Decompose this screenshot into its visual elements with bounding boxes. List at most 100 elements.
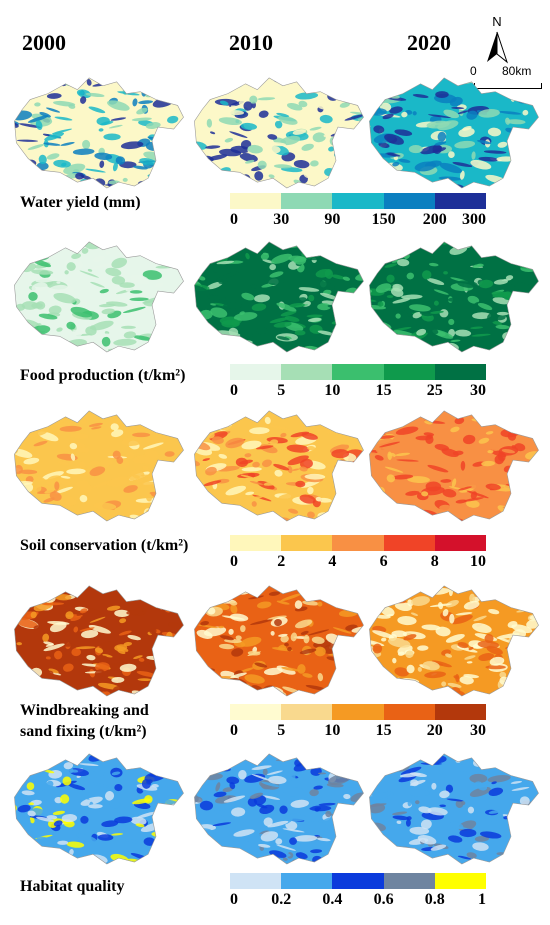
map-patch — [506, 852, 515, 859]
map-patch — [469, 773, 488, 784]
map-patch — [218, 453, 228, 459]
legend-swatch — [434, 535, 487, 551]
map-patch — [342, 510, 351, 517]
map-boundary — [194, 241, 364, 353]
map-patch — [374, 438, 393, 447]
map-patch — [369, 77, 376, 84]
map-patch — [65, 611, 74, 620]
map-patch — [188, 167, 194, 173]
map-patch — [188, 493, 191, 507]
map-patch — [18, 694, 36, 697]
map-patch — [160, 179, 166, 187]
map-patch — [106, 605, 121, 611]
map-patch — [460, 460, 466, 471]
legend-swatch — [434, 704, 487, 720]
map-patch — [316, 753, 330, 762]
map-patch — [369, 325, 375, 332]
map-boundary — [194, 753, 364, 865]
map-patch — [8, 521, 9, 523]
map-patch — [496, 633, 520, 639]
map-patch — [322, 695, 336, 698]
map-patch — [282, 828, 305, 833]
map-patch — [280, 635, 289, 643]
map-patch — [41, 586, 48, 592]
map-patch — [231, 648, 244, 657]
map-patch — [363, 319, 367, 327]
map-patch — [194, 588, 200, 592]
map-patch — [291, 585, 298, 589]
map-patch — [495, 753, 513, 761]
map-patch — [425, 347, 444, 353]
map-patch — [71, 648, 81, 657]
map-row3-2020 — [363, 405, 539, 523]
map-patch — [244, 159, 255, 164]
map-patch — [315, 99, 334, 110]
map-patch — [313, 785, 323, 790]
map-patch — [405, 650, 414, 659]
map-patch — [76, 612, 83, 616]
legend-swatch — [281, 873, 333, 889]
map-patch — [243, 101, 253, 111]
map-boundary — [369, 753, 539, 865]
map-patch — [342, 143, 364, 154]
map-patch — [51, 175, 66, 182]
map-patch — [26, 86, 43, 92]
map-patch — [439, 804, 447, 808]
map-patch — [263, 817, 273, 827]
map-patch — [468, 236, 481, 238]
map-patch — [517, 241, 539, 246]
map-patch — [43, 643, 65, 652]
map-patch — [486, 491, 510, 498]
scale-distance-label: 80km — [502, 64, 532, 78]
map-patch — [46, 414, 56, 423]
map-patch — [280, 135, 301, 146]
map-patch — [129, 274, 150, 285]
map-patch — [143, 837, 156, 846]
map-patch — [334, 580, 339, 582]
map-patch — [195, 168, 209, 176]
map-patch — [103, 133, 121, 141]
map-patch — [241, 292, 255, 301]
legend-tick-label: 4 — [328, 553, 337, 570]
map-patch — [330, 599, 342, 605]
map-patch — [507, 431, 517, 441]
legend-ticks-row5: 0 0.2 0.4 0.6 0.8 1 — [230, 891, 486, 911]
map-patch — [399, 522, 410, 523]
map-patch — [14, 851, 16, 861]
map-patch — [209, 414, 228, 422]
map-patch — [422, 270, 432, 280]
map-patch — [35, 277, 58, 283]
map-patch — [274, 469, 283, 477]
map-patch — [340, 481, 350, 487]
map-base-fill — [369, 753, 539, 865]
map-patch — [363, 405, 374, 410]
map-patch — [307, 410, 313, 414]
map-patch — [496, 311, 509, 316]
map-patch — [324, 269, 333, 279]
map-patch — [53, 820, 63, 827]
map-patch — [301, 748, 323, 750]
legend-tick-label: 2 — [277, 553, 286, 570]
map-patch — [310, 160, 319, 167]
map-patch — [424, 671, 446, 679]
map-patch — [152, 342, 174, 353]
map-patch — [194, 106, 199, 112]
legend-tick-label: 0 — [230, 211, 238, 228]
map-patch — [384, 263, 398, 268]
map-patch — [286, 444, 310, 453]
map-patch — [38, 77, 45, 79]
map-patch — [487, 127, 502, 137]
map-patch — [307, 629, 330, 636]
map-patch — [393, 507, 402, 512]
map-patch — [52, 810, 66, 815]
map-patch — [523, 462, 535, 466]
map-patch — [419, 77, 427, 82]
map-patch — [64, 580, 76, 584]
legend-title-line: sand fixing (t/km²) — [20, 723, 147, 740]
map-patch — [339, 241, 360, 250]
map-patch — [94, 152, 113, 161]
map-patch — [529, 504, 539, 513]
map-patch — [335, 424, 347, 434]
map-patch — [8, 621, 10, 634]
map-patch — [439, 504, 452, 511]
